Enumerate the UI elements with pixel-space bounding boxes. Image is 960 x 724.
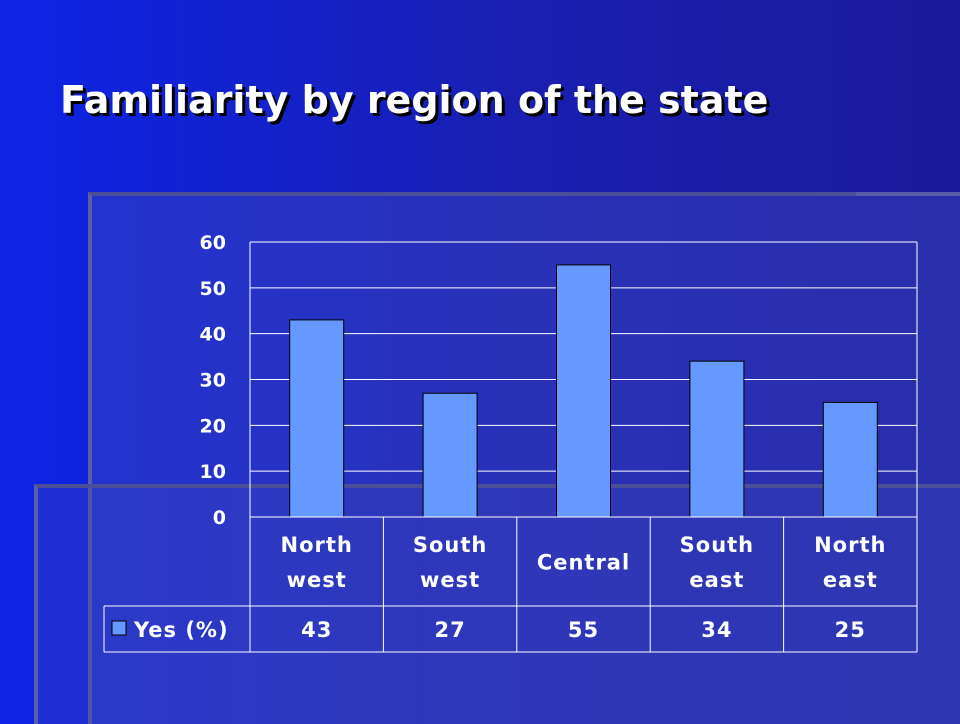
y-tick-label: 20 (200, 415, 226, 437)
bar (689, 360, 745, 518)
data-value: 25 (835, 618, 866, 642)
category-label-line: North (281, 533, 353, 557)
bar (422, 392, 478, 518)
category-label-line: South (680, 533, 755, 557)
data-value: 27 (434, 618, 465, 642)
y-tick-label: 0 (213, 507, 226, 529)
background-panel-edge (856, 192, 960, 196)
y-tick-label: 60 (200, 232, 226, 254)
category-label: North west (281, 533, 353, 592)
category-label: Central (537, 551, 630, 575)
category-label-line: east (823, 568, 878, 592)
bar (289, 319, 345, 518)
category-label: South west (413, 533, 488, 592)
y-tick-label: 10 (200, 461, 226, 483)
legend-swatch (111, 620, 127, 636)
data-value: 43 (301, 618, 332, 642)
category-label-line: South (413, 533, 488, 557)
legend-label: Yes (%) (133, 618, 229, 642)
y-tick-label: 30 (200, 370, 226, 392)
y-tick-label: 40 (200, 324, 226, 346)
data-value: 34 (701, 618, 732, 642)
category-label-line: east (689, 568, 744, 592)
category-label-line: west (287, 568, 347, 592)
category-label: North east (814, 533, 886, 592)
bar (822, 401, 878, 518)
axes (249, 242, 918, 652)
category-label-line: North (814, 533, 886, 557)
bars (289, 264, 878, 518)
y-tick-label: 50 (200, 278, 226, 300)
data-table: North west South west Central South east North e… (103, 517, 918, 653)
category-label-line: west (420, 568, 480, 592)
background-panel (88, 192, 960, 724)
category-label: South east (680, 533, 755, 592)
data-value: 55 (568, 618, 599, 642)
y-axis-ticks: 0 10 20 30 40 50 60 (200, 232, 226, 529)
slide-title: Familiarity by region of the state (60, 78, 769, 122)
bar (556, 264, 611, 518)
background-panel-lower (34, 484, 960, 724)
category-label-line: Central (537, 551, 630, 575)
